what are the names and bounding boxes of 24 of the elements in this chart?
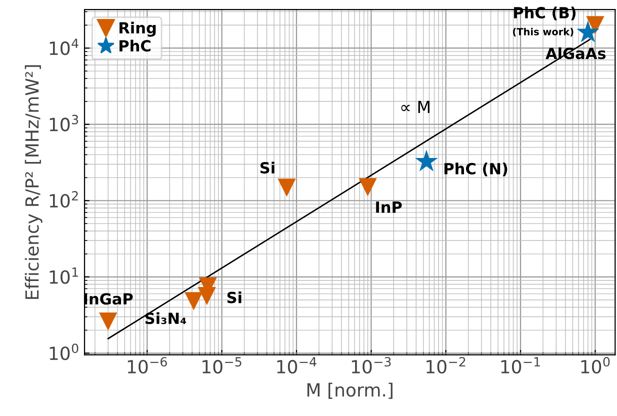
x-tick-label: 10$^{−2}$	[426, 357, 466, 374]
annotation: Si	[260, 162, 274, 174]
annotation: InGaP	[84, 293, 133, 305]
annotation: Si₃N₄	[145, 312, 186, 324]
annotation: ∝ M	[401, 100, 430, 113]
x-tick-label: 10$^{−5}$	[202, 357, 242, 374]
x-tick-label: 10$^{−1}$	[501, 357, 540, 374]
legend-label: Ring	[120, 22, 156, 37]
x-tick-label: 10$^{−6}$	[128, 357, 167, 374]
annotation: Si	[227, 291, 242, 304]
y-tick-label: 10$^{0}$	[50, 344, 78, 360]
y-tick-label: 10$^{3}$	[50, 114, 78, 132]
y-tick-label: 10$^{2}$	[50, 191, 78, 208]
annotation: (This work)	[513, 28, 574, 36]
y-axis-title: Efficiency R/P² [MHz/mW²]	[24, 65, 42, 299]
y-tick-label: 10$^{1}$	[50, 267, 78, 284]
x-tick-label: 10$^{−4}$	[277, 357, 316, 374]
legend-label: PhC	[120, 40, 150, 52]
annotation: PhC (N)	[444, 162, 508, 176]
x-tick-label: 10$^{0}$	[581, 357, 610, 374]
x-tick-label: 10$^{−3}$	[352, 357, 391, 374]
y-tick-label: 10$^{4}$	[50, 38, 78, 56]
annotation: InP	[376, 202, 402, 213]
x-axis-title: M [norm.]	[307, 382, 392, 399]
